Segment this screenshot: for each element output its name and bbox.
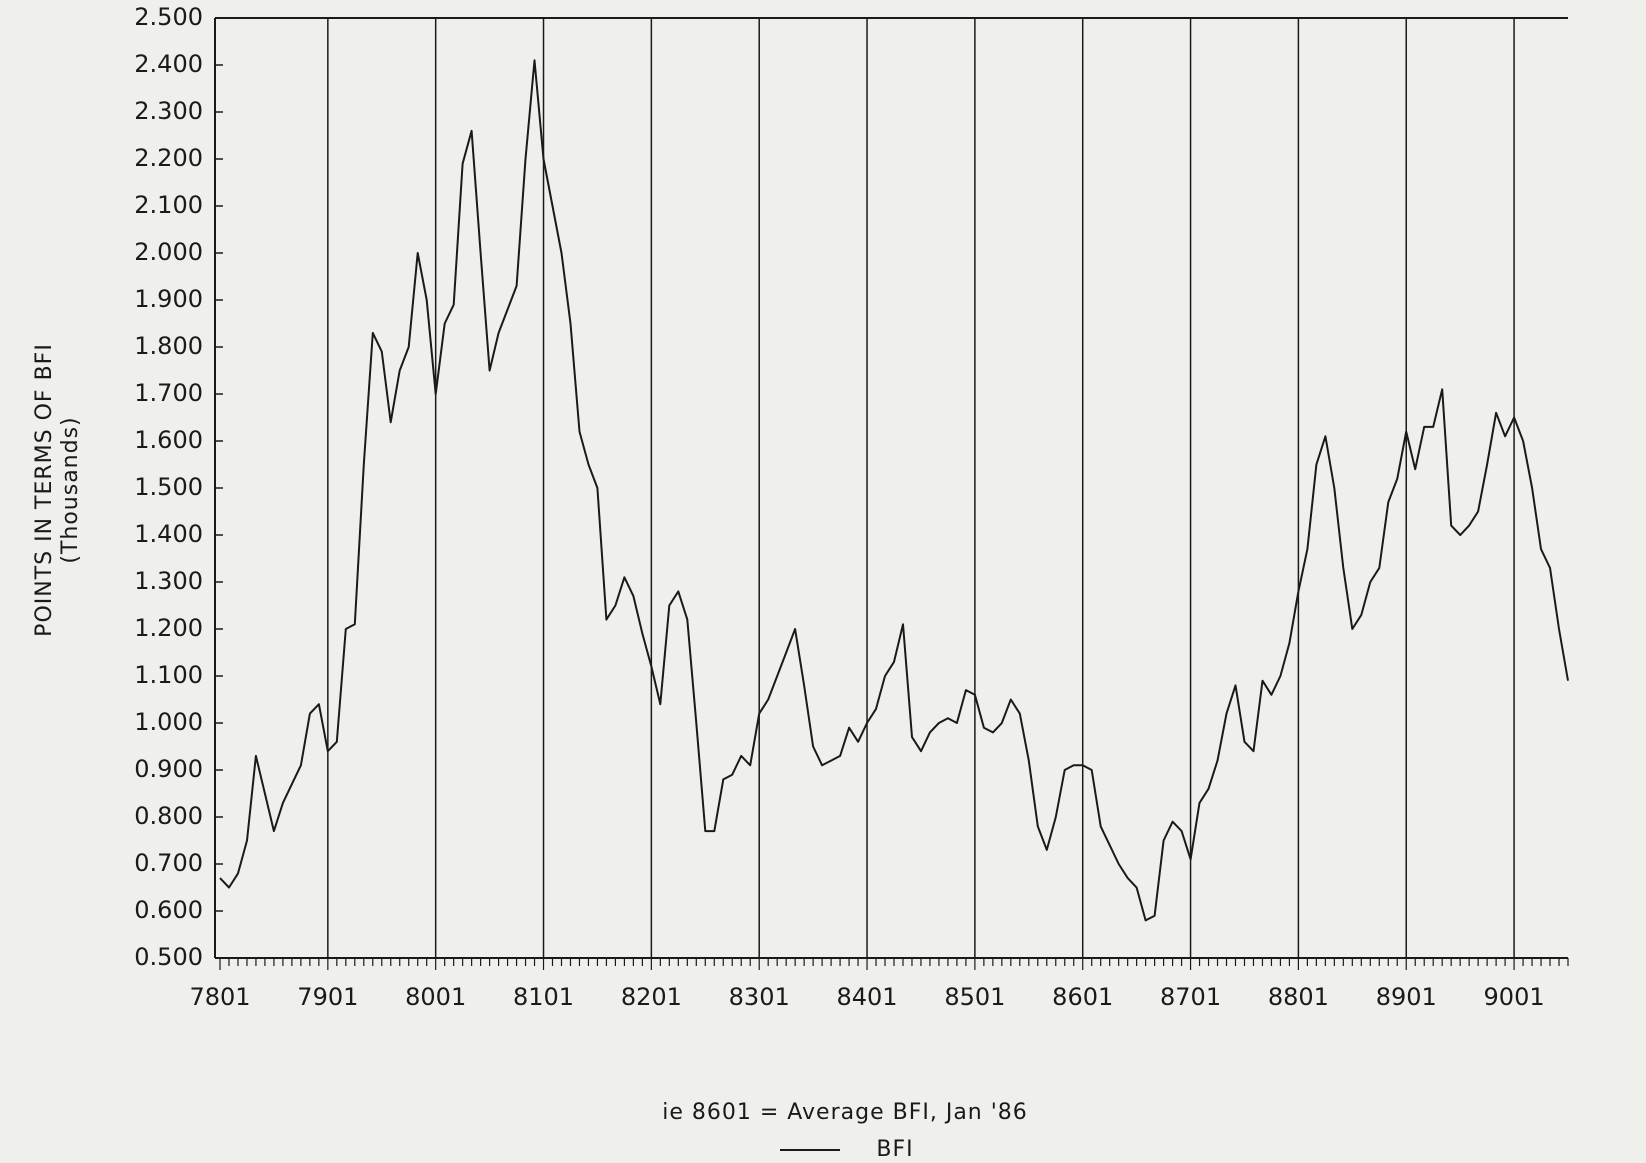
y-tick-label: 0.800 [134, 802, 203, 830]
y-tick-label: 2.100 [134, 191, 203, 219]
y-tick-label: 1.300 [134, 567, 203, 595]
x-tick-label: 7801 [189, 983, 250, 1011]
y-tick-label: 0.500 [134, 943, 203, 971]
y-tick-label: 0.600 [134, 896, 203, 924]
y-tick-label: 1.100 [134, 661, 203, 689]
y-axis-label: POINTS IN TERMS OF BFI [32, 343, 57, 637]
y-tick-label: 2.500 [134, 3, 203, 31]
x-tick-label: 8201 [621, 983, 682, 1011]
y-tick-label: 1.000 [134, 708, 203, 736]
x-tick-label: 8001 [405, 983, 466, 1011]
x-tick-label: 8501 [944, 983, 1005, 1011]
x-tick-label: 9001 [1484, 983, 1545, 1011]
y-tick-label: 1.800 [134, 332, 203, 360]
y-tick-label: 1.600 [134, 426, 203, 454]
y-tick-label: 1.400 [134, 520, 203, 548]
x-axis-label: ie 8601 = Average BFI, Jan '86 [662, 1100, 1028, 1125]
y-axis-unit: (Thousands) [58, 416, 83, 563]
y-tick-label: 0.900 [134, 755, 203, 783]
x-tick-label: 8801 [1268, 983, 1329, 1011]
x-tick-label: 7901 [297, 983, 358, 1011]
y-tick-label: 0.700 [134, 849, 203, 877]
y-tick-label: 2.300 [134, 97, 203, 125]
x-tick-label: 8401 [837, 983, 898, 1011]
y-tick-label: 1.700 [134, 379, 203, 407]
x-tick-label: 8901 [1376, 983, 1437, 1011]
data-line [219, 59, 1569, 922]
y-tick-label: 1.500 [134, 473, 203, 501]
y-tick-label: 2.400 [134, 50, 203, 78]
x-tick-label: 8601 [1052, 983, 1113, 1011]
y-tick-label: 2.000 [134, 238, 203, 266]
y-label-group: POINTS IN TERMS OF BFI (Thousands) [32, 343, 83, 637]
x-tick-label: 8101 [513, 983, 574, 1011]
x-tick-label: 8301 [729, 983, 790, 1011]
legend-label: BFI [876, 1137, 913, 1162]
y-tick-label: 1.200 [134, 614, 203, 642]
x-tick-label: 8701 [1160, 983, 1221, 1011]
y-tick-label: 2.200 [134, 144, 203, 172]
y-tick-label: 1.900 [134, 285, 203, 313]
